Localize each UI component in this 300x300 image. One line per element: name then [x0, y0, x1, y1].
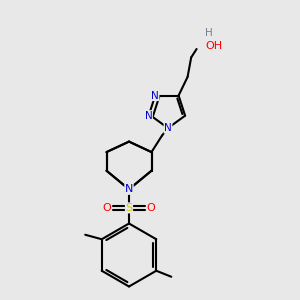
Text: OH: OH — [205, 41, 222, 51]
Text: O: O — [102, 203, 111, 213]
Text: N: N — [151, 91, 159, 100]
Text: N: N — [164, 123, 172, 133]
Text: N: N — [125, 184, 133, 194]
Text: N: N — [145, 111, 152, 121]
Text: O: O — [147, 203, 156, 213]
Text: S: S — [125, 203, 133, 213]
Text: H: H — [205, 28, 213, 38]
